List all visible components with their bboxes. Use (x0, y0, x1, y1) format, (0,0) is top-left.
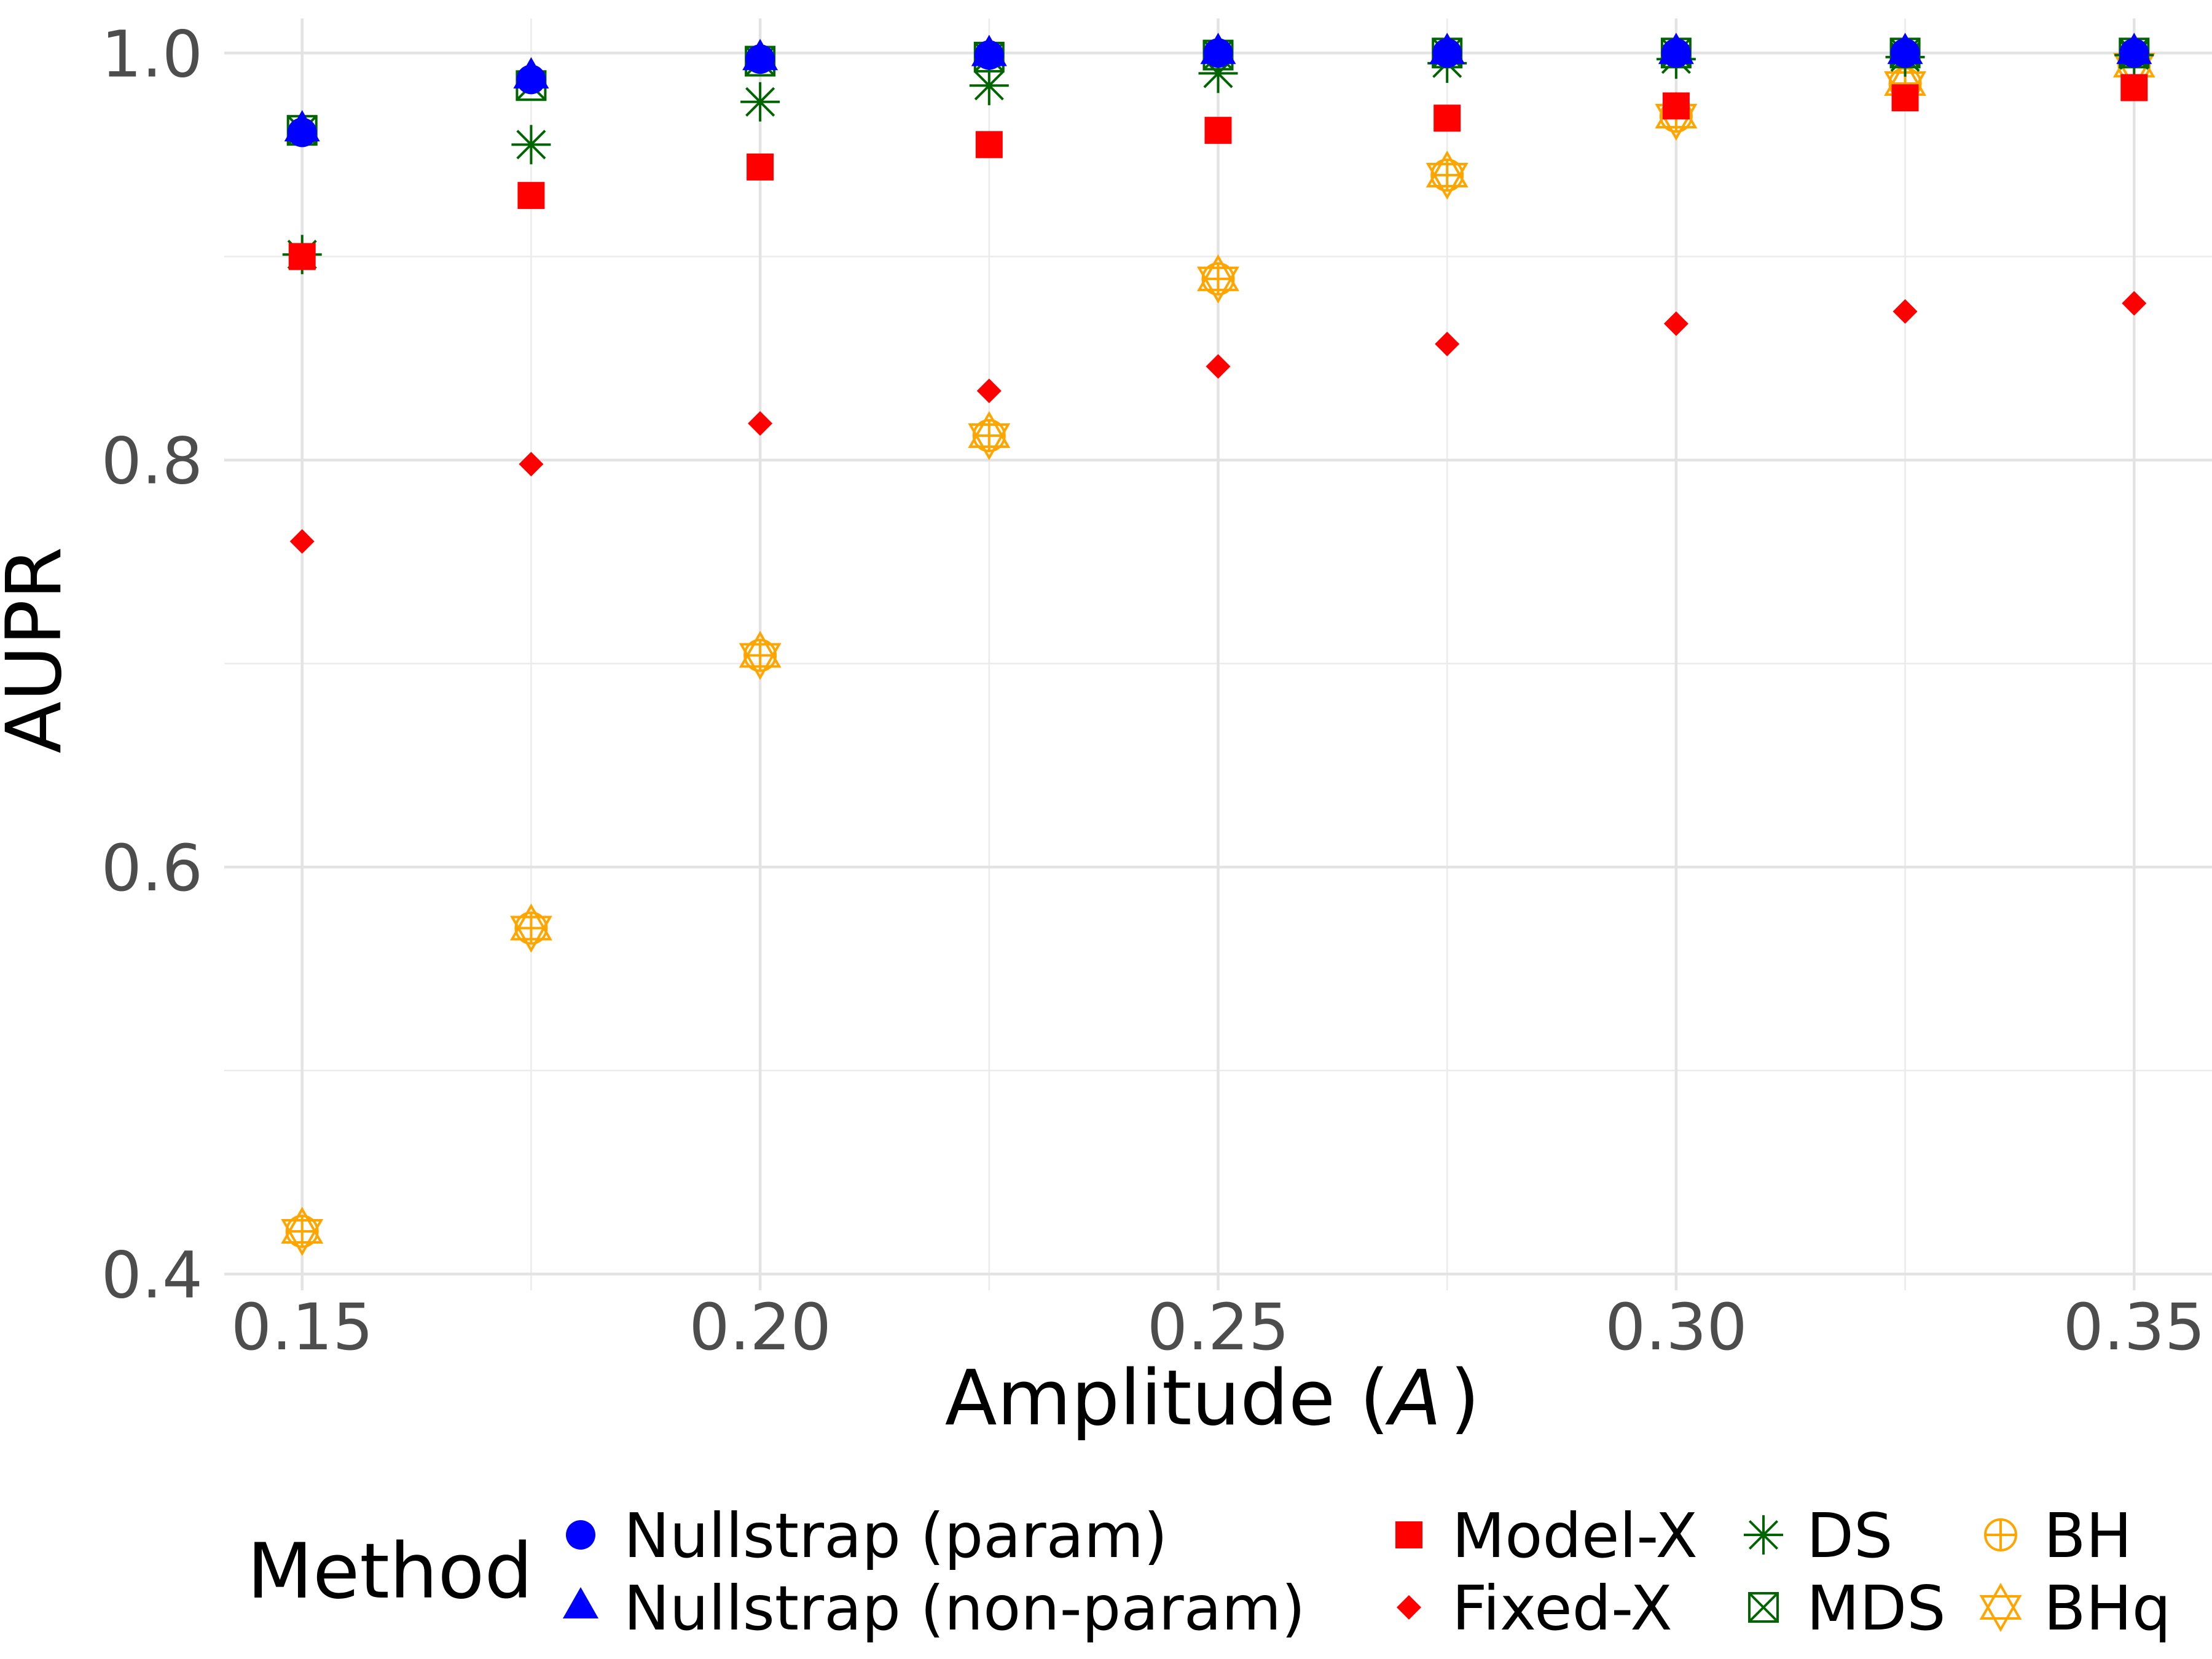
legend-key-diamond-icon (1397, 1595, 1421, 1620)
y-tick-label: 1.0 (101, 17, 203, 92)
legend-label: BHq (2044, 1572, 2171, 1644)
data-point (745, 44, 775, 74)
x-axis-title-variable: A (1385, 1354, 1441, 1443)
legend: Method Nullstrap (param)Nullstrap (non-p… (247, 1500, 2171, 1644)
x-axis-title-close: ) (1450, 1354, 1480, 1443)
data-point (747, 153, 774, 181)
data-point (740, 82, 780, 122)
data-point (1430, 159, 1464, 192)
y-axis-ticks: 0.4 0.6 0.8 1.0 (101, 17, 203, 1312)
legend-title: Method (247, 1528, 533, 1616)
data-point (2120, 74, 2148, 101)
legend-key-star-icon (1979, 1582, 2022, 1633)
legend-item: BHq (1979, 1572, 2171, 1644)
legend-label: Fixed-X (1452, 1572, 1673, 1644)
legend-label: MDS (1806, 1572, 1946, 1644)
data-point (1663, 311, 1688, 336)
data-point (1661, 38, 1691, 68)
x-axis-title: Amplitude (A) (945, 1354, 1480, 1443)
legend-item: Nullstrap (non-param) (563, 1572, 1305, 1644)
y-axis-title: AUPR (0, 547, 79, 754)
legend-key-circle-icon (566, 1520, 595, 1550)
legend-label: Model-X (1452, 1500, 1698, 1572)
data-point (1435, 331, 1460, 356)
legend-item: MDS (1748, 1572, 1946, 1644)
legend-key-square-icon (1395, 1521, 1422, 1548)
legend-label: Nullstrap (non-param) (624, 1572, 1305, 1644)
data-marks (281, 33, 2155, 1256)
legend-item: Fixed-X (1397, 1572, 1673, 1644)
data-point (519, 452, 544, 477)
legend-label: BH (2044, 1500, 2132, 1572)
legend-key-circleplus-icon (1984, 1518, 2017, 1551)
data-point (1662, 92, 1690, 120)
data-point (287, 117, 317, 147)
x-tick-label: 0.35 (2063, 1290, 2206, 1365)
series-nullstrap-param (287, 38, 2149, 147)
legend-item: Nullstrap (param) (566, 1500, 1167, 1572)
data-point (969, 66, 1009, 106)
data-point (1203, 38, 1233, 68)
x-axis-title-text: Amplitude ( (945, 1354, 1389, 1443)
x-tick-label: 0.20 (689, 1290, 831, 1365)
series-fixed-x (289, 291, 2147, 554)
data-point (1198, 53, 1238, 93)
x-tick-label: 0.25 (1147, 1290, 1290, 1365)
legend-key-boxcross-icon (1748, 1592, 1779, 1623)
data-point (975, 131, 1003, 159)
data-point (517, 182, 545, 210)
data-point (2122, 291, 2147, 316)
y-tick-label: 0.6 (101, 831, 203, 906)
data-point (748, 411, 773, 436)
data-point (1433, 104, 1461, 132)
data-point (1206, 354, 1231, 379)
data-point (1891, 84, 1919, 112)
legend-item: Model-X (1395, 1500, 1698, 1572)
series-model-x (288, 74, 2148, 270)
data-point (285, 1214, 319, 1248)
data-point (288, 243, 316, 270)
x-tick-label: 0.15 (231, 1290, 374, 1365)
x-axis-ticks: 0.15 0.20 0.25 0.30 0.35 (231, 1290, 2205, 1365)
data-point (514, 911, 548, 945)
data-point (516, 65, 546, 95)
data-point (1201, 262, 1235, 296)
data-point (1204, 117, 1232, 144)
data-point (511, 125, 551, 165)
data-point (974, 40, 1004, 70)
y-tick-label: 0.8 (101, 424, 203, 499)
data-point (1432, 38, 1462, 68)
data-point (976, 378, 1002, 404)
legend-item: DS (1744, 1500, 1892, 1572)
legend-key-asterisk-icon (1744, 1515, 1783, 1555)
y-tick-label: 0.4 (101, 1238, 203, 1313)
data-point (1892, 299, 1918, 324)
data-point (2119, 38, 2149, 68)
legend-label: DS (1806, 1500, 1892, 1572)
data-point (1890, 38, 1920, 68)
legend-item: BH (1984, 1500, 2132, 1572)
data-point (972, 418, 1006, 452)
legend-label: Nullstrap (param) (624, 1500, 1167, 1572)
x-tick-label: 0.30 (1605, 1290, 1747, 1365)
legend-key-triangle-icon (563, 1587, 598, 1618)
data-point (289, 529, 315, 554)
data-point (743, 638, 777, 672)
